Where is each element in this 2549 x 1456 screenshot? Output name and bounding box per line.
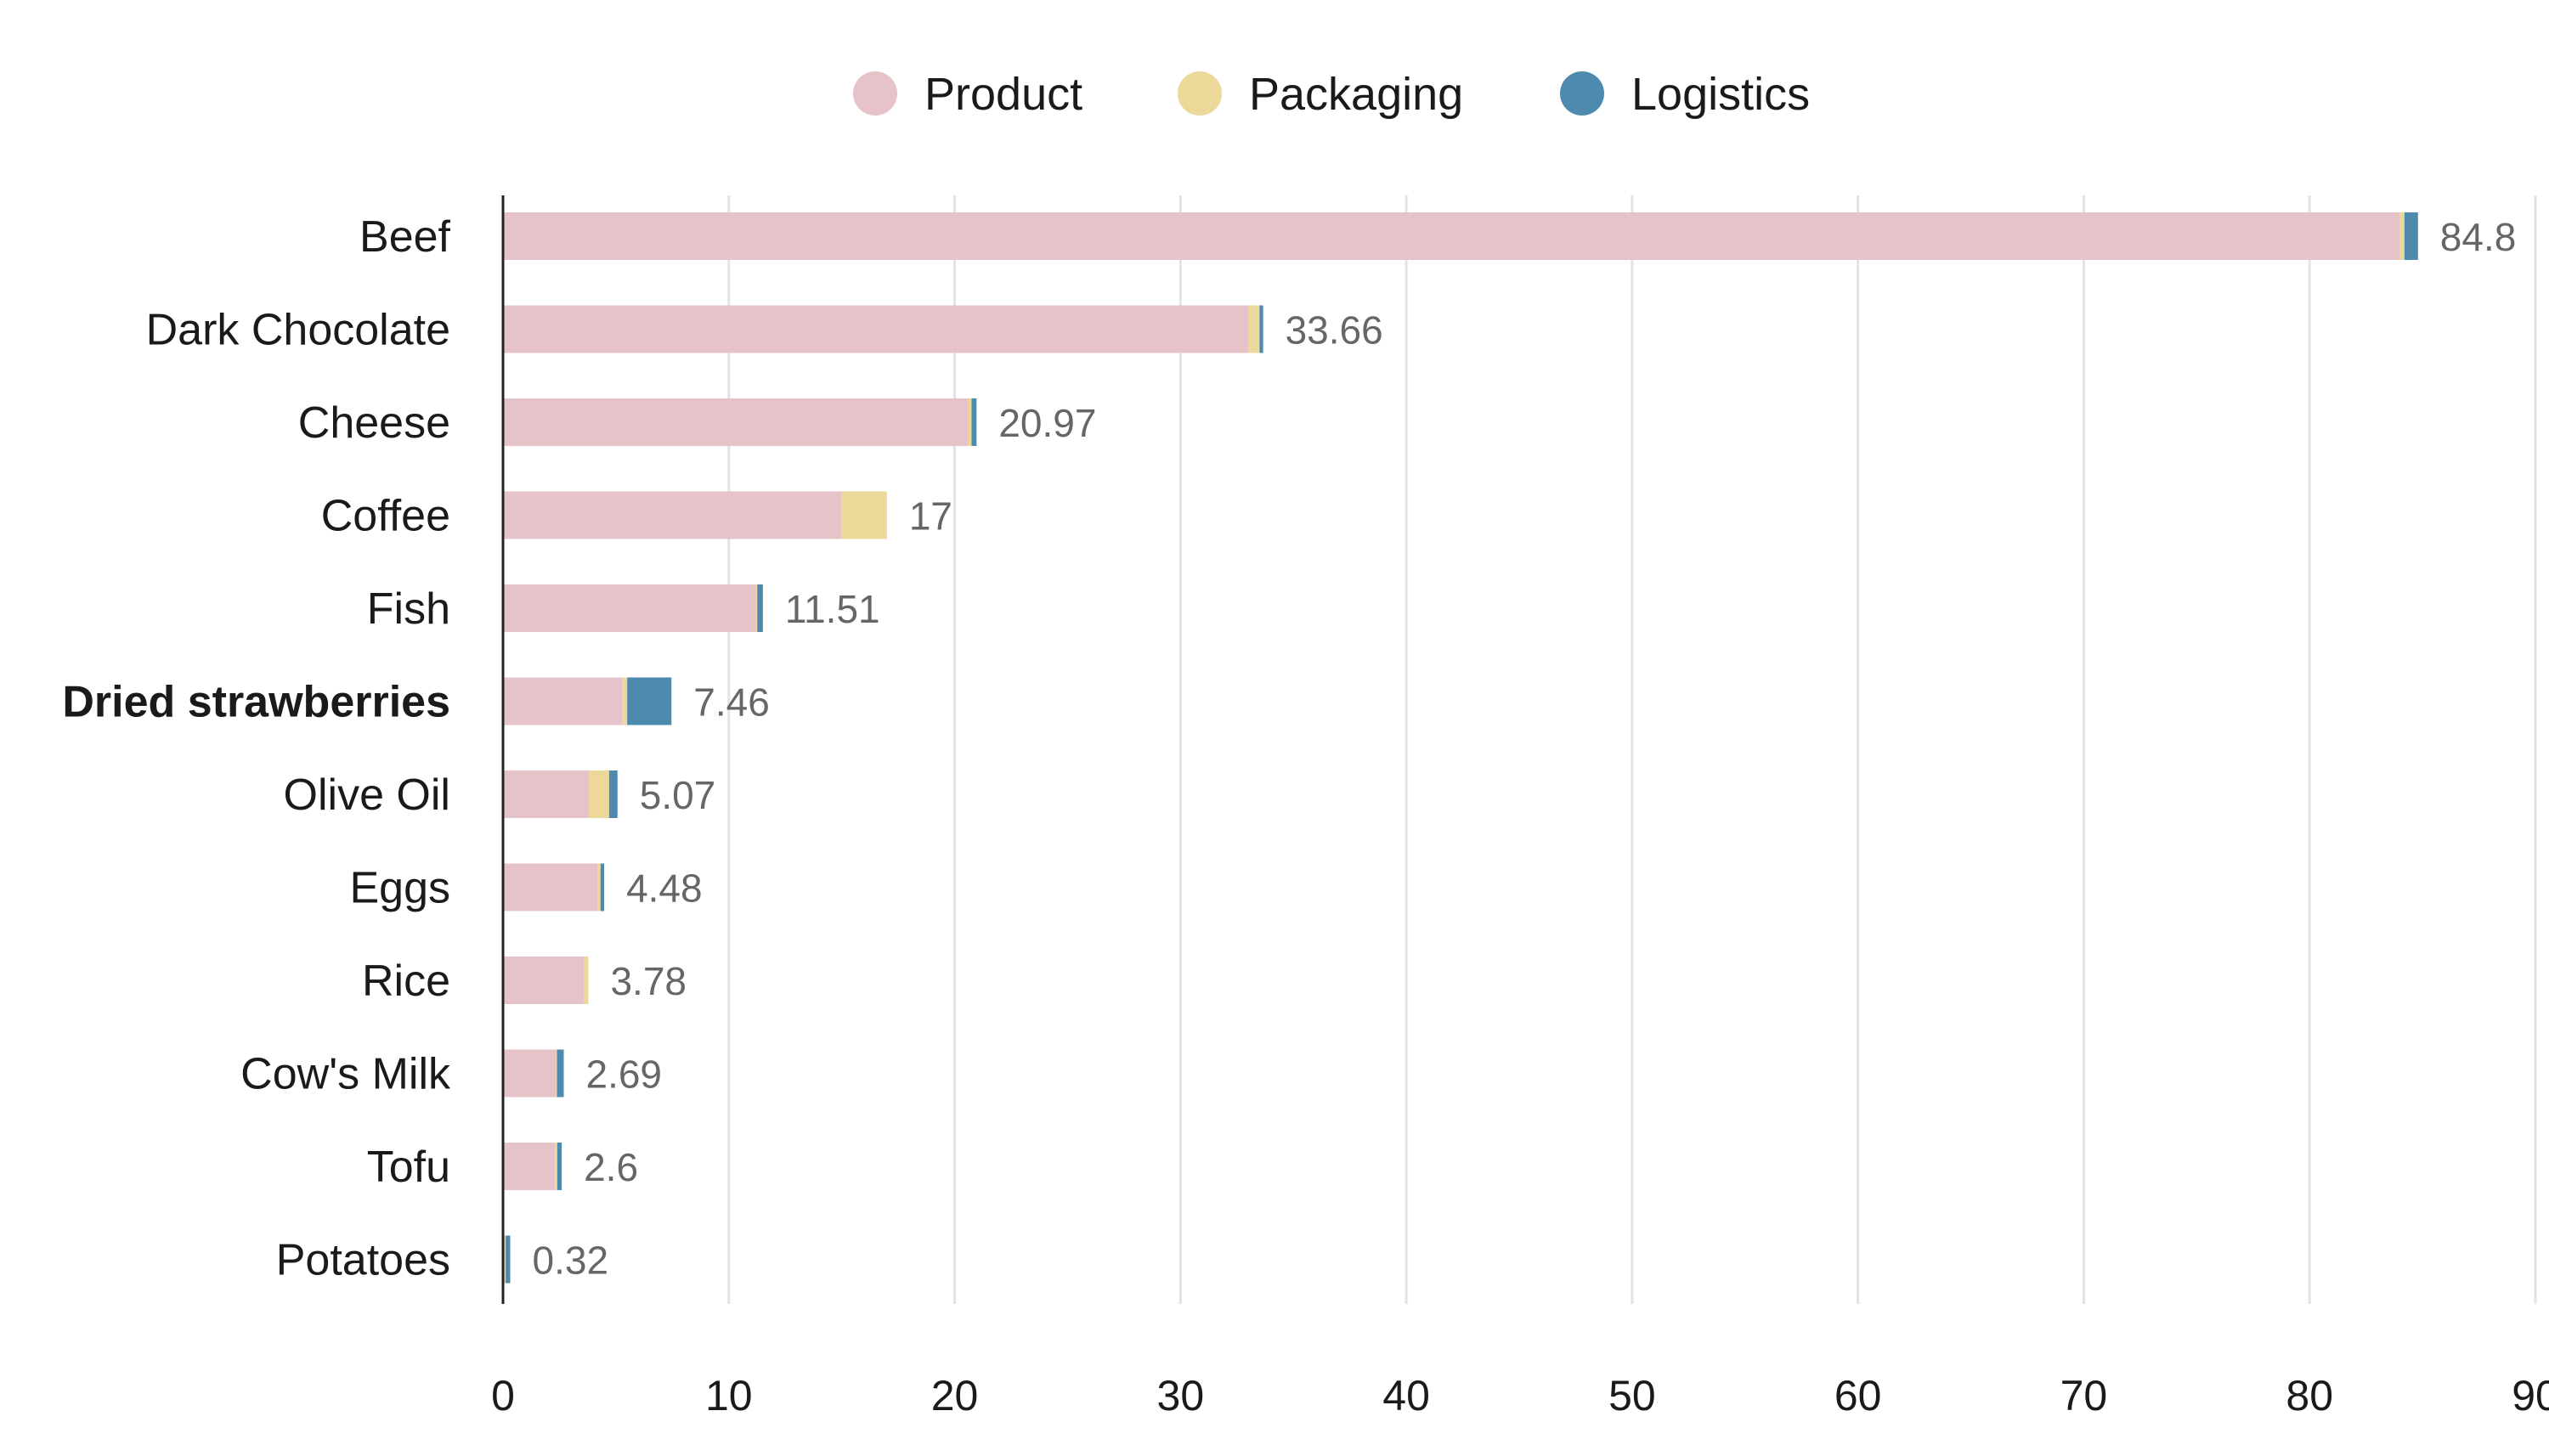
category-label-potatoes: Potatoes: [276, 1236, 450, 1285]
bar-segment-eggs-packaging: [597, 863, 601, 911]
category-label-tofu: Tofu: [367, 1143, 450, 1192]
x-tick-label-50: 50: [1608, 1372, 1656, 1419]
legend-item-packaging: Packaging: [1178, 69, 1463, 120]
category-label-eggs: Eggs: [349, 864, 450, 913]
category-label-fish: Fish: [367, 584, 450, 634]
legend-swatch-product: [853, 71, 897, 116]
bar-segment-cow-s-milk-packaging: [556, 1049, 557, 1098]
bar-group-coffee: [503, 491, 887, 539]
category-labels: Beef Dark Chocolate Cheese Coffee Fish Dried …: [62, 212, 451, 1285]
value-label-coffee: 17: [909, 494, 952, 539]
value-labels: 84.8 33.66 20.97 17 11.51 7.46 5.07 4.48 3.78 2.6…: [533, 215, 2517, 1283]
legend: Product Packaging Logistics: [853, 69, 1810, 120]
bar-segment-dried-strawberries-logistics: [627, 677, 672, 725]
bar-segment-cow-s-milk-logistics: [557, 1049, 564, 1098]
gridlines: [727, 195, 2537, 1304]
bar-segment-eggs-logistics: [600, 863, 605, 911]
bar-segment-cheese-packaging: [968, 398, 972, 446]
value-label-potatoes: 0.32: [533, 1239, 609, 1283]
bar-group-rice: [503, 957, 589, 1004]
bar-segment-dark-chocolate-packaging: [1248, 305, 1260, 353]
x-axis-tick-labels: 0 10 20 30 40 50 60 70 80 90: [491, 1372, 2549, 1419]
bar-segment-cow-s-milk-product: [503, 1049, 557, 1098]
bar-segment-eggs-product: [503, 863, 598, 911]
bar-segment-coffee-product: [503, 491, 842, 539]
value-label-tofu: 2.6: [584, 1145, 638, 1189]
value-label-beef: 84.8: [2440, 215, 2517, 259]
bar-segment-dark-chocolate-logistics: [1259, 305, 1263, 353]
category-label-cow-s-milk: Cow's Milk: [240, 1050, 451, 1099]
category-label-beef: Beef: [359, 212, 451, 262]
value-label-eggs: 4.48: [626, 866, 703, 911]
value-label-dried-strawberries: 7.46: [693, 680, 770, 725]
x-tick-label-40: 40: [1382, 1372, 1430, 1419]
x-tick-label-30: 30: [1157, 1372, 1205, 1419]
bar-group-cheese: [503, 398, 977, 446]
legend-item-product: Product: [853, 69, 1082, 120]
bar-segment-beef-product: [503, 212, 2400, 260]
bar-segment-beef-logistics: [2404, 212, 2418, 260]
bar-group-dried-strawberries: [503, 677, 672, 725]
bar-segment-fish-product: [503, 584, 756, 632]
category-label-coffee: Coffee: [321, 492, 450, 541]
legend-label-logistics: Logistics: [1631, 69, 1810, 120]
bar-segment-fish-packaging: [755, 584, 758, 632]
bar-segment-dark-chocolate-product: [503, 305, 1249, 353]
category-label-dried-strawberries: Dried strawberries: [62, 678, 450, 727]
bar-segment-tofu-packaging: [555, 1143, 557, 1190]
bar-group-cow-s-milk: [503, 1049, 564, 1098]
bar-group-eggs: [503, 863, 605, 911]
x-tick-label-20: 20: [931, 1372, 979, 1419]
category-label-cheese: Cheese: [298, 398, 450, 448]
value-label-dark-chocolate: 33.66: [1286, 308, 1383, 353]
bar-group-dark-chocolate: [503, 305, 1263, 353]
bar-group-fish: [503, 584, 763, 632]
legend-item-logistics: Logistics: [1560, 69, 1810, 120]
x-tick-label-60: 60: [1834, 1372, 1882, 1419]
bar-segment-rice-packaging: [584, 957, 589, 1004]
bar-segment-coffee-packaging: [841, 491, 887, 539]
bar-segment-olive-oil-logistics: [608, 770, 618, 818]
bar-segment-dried-strawberries-packaging: [622, 677, 628, 725]
bar-group-beef: [503, 212, 2418, 260]
x-tick-label-10: 10: [705, 1372, 753, 1419]
category-label-olive-oil: Olive Oil: [284, 770, 450, 820]
value-label-cow-s-milk: 2.69: [585, 1052, 662, 1097]
bar-segment-beef-packaging: [2399, 212, 2405, 260]
x-tick-label-70: 70: [2060, 1372, 2108, 1419]
bar-segment-olive-oil-product: [503, 770, 589, 818]
bar-segment-cheese-product: [503, 398, 969, 446]
x-tick-label-0: 0: [491, 1372, 515, 1419]
bar-segment-cheese-logistics: [971, 398, 977, 446]
bar-group-olive-oil: [503, 770, 618, 818]
category-label-dark-chocolate: Dark Chocolate: [146, 306, 450, 355]
legend-label-packaging: Packaging: [1249, 69, 1463, 120]
bar-segment-dried-strawberries-product: [503, 677, 623, 725]
bar-segment-rice-product: [503, 957, 585, 1004]
value-label-cheese: 20.97: [998, 401, 1096, 445]
x-tick-label-90: 90: [2512, 1372, 2549, 1419]
value-label-olive-oil: 5.07: [640, 773, 716, 817]
x-tick-label-80: 80: [2286, 1372, 2333, 1419]
bar-group-tofu: [503, 1143, 562, 1190]
value-label-rice: 3.78: [610, 959, 687, 1003]
bar-segment-tofu-product: [503, 1143, 556, 1190]
legend-swatch-packaging: [1178, 71, 1222, 116]
bar-segment-potatoes-logistics: [506, 1235, 511, 1284]
category-label-rice: Rice: [362, 957, 450, 1006]
bar-segment-fish-logistics: [757, 584, 763, 632]
value-label-fish: 11.51: [785, 587, 880, 631]
bar-segment-tofu-logistics: [557, 1143, 562, 1190]
legend-swatch-logistics: [1560, 71, 1604, 116]
bars: [503, 212, 2418, 1284]
bar-segment-olive-oil-packaging: [588, 770, 609, 818]
legend-label-product: Product: [924, 69, 1082, 120]
